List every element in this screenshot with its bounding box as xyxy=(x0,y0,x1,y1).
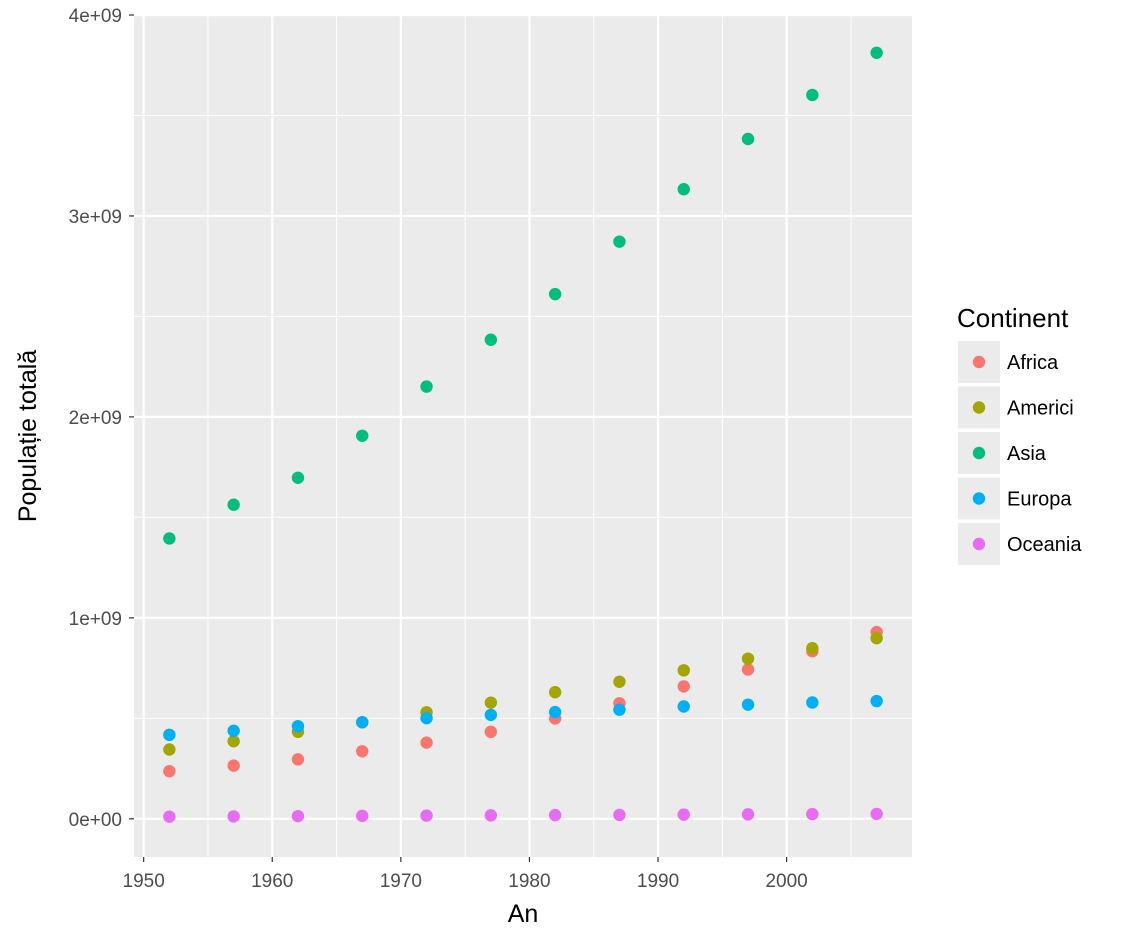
x-tick-label: 1980 xyxy=(508,871,550,892)
data-point-europa xyxy=(613,703,626,716)
data-point-asia xyxy=(741,132,755,146)
y-tick-label: 3e+09 xyxy=(69,207,122,228)
data-point-oceania xyxy=(613,808,626,822)
data-point-americi xyxy=(806,642,819,655)
x-tick-label: 1970 xyxy=(380,871,422,892)
legend: Continent Africa Americi Asia Europa Oceania xyxy=(957,303,1082,565)
x-axis-title: An xyxy=(508,900,539,928)
x-tick-label: 1960 xyxy=(251,871,293,892)
y-tick-label: 1e+09 xyxy=(69,609,122,630)
grid-lines xyxy=(134,13,912,857)
x-tick-label: 1990 xyxy=(637,871,679,892)
data-point-oceania xyxy=(163,810,176,823)
x-tick-label: 1950 xyxy=(123,871,165,892)
data-point-europa xyxy=(741,698,755,711)
data-point-africa xyxy=(163,764,176,778)
y-tick-label: 4e+09 xyxy=(69,6,122,27)
legend-marker-africa xyxy=(972,355,986,369)
data-point-europa xyxy=(420,711,433,725)
data-point-oceania xyxy=(291,809,305,823)
y-tick-labels: 0e+00 1e+09 2e+09 3e+09 4e+09 xyxy=(69,6,122,831)
data-point-africa xyxy=(356,745,369,758)
data-point-americi xyxy=(163,743,176,756)
data-point-oceania xyxy=(870,807,883,821)
legend-marker-oceania xyxy=(972,537,986,551)
data-point-africa xyxy=(741,663,755,676)
data-point-africa xyxy=(291,753,305,766)
data-point-asia xyxy=(163,532,176,545)
legend-marker-asia xyxy=(972,446,986,460)
data-point-asia xyxy=(356,429,369,442)
data-point-europa xyxy=(870,694,883,708)
legend-label-asia: Asia xyxy=(1007,443,1047,465)
data-point-asia xyxy=(806,88,819,102)
legend-label-africa: Africa xyxy=(1007,352,1059,374)
data-point-africa xyxy=(484,725,498,739)
data-point-asia xyxy=(613,235,626,248)
data-point-oceania xyxy=(677,808,690,821)
axis-ticks xyxy=(129,14,788,862)
data-point-americi xyxy=(677,664,690,677)
data-point-americi xyxy=(870,631,883,645)
y-tick-label: 0e+00 xyxy=(69,810,122,831)
legend-label-europa: Europa xyxy=(1007,489,1072,511)
data-points xyxy=(163,46,883,823)
data-point-europa xyxy=(484,708,498,722)
data-point-asia xyxy=(484,333,498,346)
data-point-oceania xyxy=(548,808,562,822)
data-point-europa xyxy=(806,696,819,709)
data-point-europa xyxy=(291,719,305,733)
legend-title: Continent xyxy=(957,303,1069,333)
y-axis-title: Populație totală xyxy=(14,350,42,522)
plot-panel xyxy=(134,15,912,857)
data-point-africa xyxy=(227,759,240,772)
data-point-europa xyxy=(356,715,369,729)
data-point-americi xyxy=(613,675,626,688)
data-point-oceania xyxy=(806,807,819,821)
data-point-europa xyxy=(677,700,690,713)
data-point-asia xyxy=(677,183,690,196)
legend-marker-americi xyxy=(972,401,986,414)
y-tick-label: 2e+09 xyxy=(69,408,122,429)
data-point-europa xyxy=(548,705,562,719)
data-point-europa xyxy=(227,724,240,738)
data-point-asia xyxy=(870,46,883,59)
data-point-oceania xyxy=(227,810,240,823)
legend-items: Africa Americi Asia Europa Oceania xyxy=(958,341,1082,565)
data-point-asia xyxy=(420,380,433,393)
data-point-oceania xyxy=(356,809,369,823)
data-point-americi xyxy=(548,686,562,699)
data-point-asia xyxy=(548,287,562,301)
legend-label-oceania: Oceania xyxy=(1007,534,1082,556)
x-tick-label: 2000 xyxy=(765,871,807,892)
data-point-oceania xyxy=(484,809,498,822)
data-point-asia xyxy=(291,471,305,484)
x-tick-labels: 1950 1960 1970 1980 1990 2000 xyxy=(123,871,808,892)
data-point-oceania xyxy=(741,808,755,821)
legend-label-americi: Americi xyxy=(1007,398,1074,420)
data-point-americi xyxy=(741,652,755,665)
data-point-oceania xyxy=(420,809,433,822)
legend-marker-europa xyxy=(972,492,986,505)
data-point-europa xyxy=(163,728,176,742)
data-point-asia xyxy=(227,498,240,511)
data-point-africa xyxy=(677,680,690,693)
data-point-americi xyxy=(484,696,498,709)
data-point-africa xyxy=(420,736,433,749)
data-point-americi xyxy=(227,735,240,748)
